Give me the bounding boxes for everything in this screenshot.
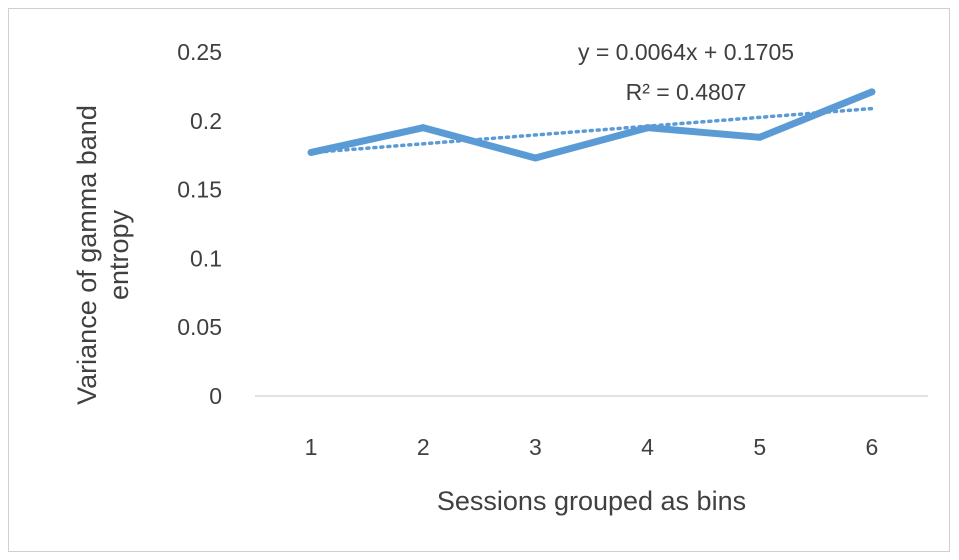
y-axis-ticks: 0 0.05 0.1 0.15 0.2 0.25 [177, 39, 222, 409]
y-tick-label: 0.05 [177, 314, 222, 340]
data-point-2 [419, 124, 427, 132]
y-axis-title-line-1: Variance of gamma band [72, 105, 102, 405]
x-tick-label: 4 [641, 434, 654, 460]
x-axis-ticks: 1 2 3 4 5 6 [305, 434, 879, 460]
y-tick-label: 0.1 [190, 245, 222, 271]
y-tick-label: 0.2 [190, 108, 222, 134]
y-tick-label: 0 [209, 383, 222, 409]
trendline [309, 106, 874, 155]
x-axis-title: Sessions grouped as bins [437, 486, 746, 516]
data-point-6 [868, 88, 876, 96]
data-point-4 [644, 124, 652, 132]
data-point-5 [756, 133, 764, 141]
y-tick-label: 0.15 [177, 177, 222, 203]
x-tick-label: 3 [529, 434, 542, 460]
data-point-3 [531, 154, 539, 162]
y-axis-title-line-2: entropy [104, 209, 134, 300]
x-tick-label: 5 [753, 434, 766, 460]
trendline-r2: R² = 0.4807 [626, 79, 747, 105]
data-points [307, 88, 876, 162]
x-tick-label: 2 [417, 434, 430, 460]
trendline-equation: y = 0.0064x + 0.1705 [578, 39, 794, 65]
data-point-1 [307, 148, 315, 156]
y-tick-label: 0.25 [177, 39, 222, 65]
series-line [307, 88, 876, 162]
x-tick-label: 1 [305, 434, 318, 460]
y-axis-title: Variance of gamma band entropy [72, 105, 134, 405]
x-tick-label: 6 [866, 434, 879, 460]
chart-frame [8, 8, 950, 552]
